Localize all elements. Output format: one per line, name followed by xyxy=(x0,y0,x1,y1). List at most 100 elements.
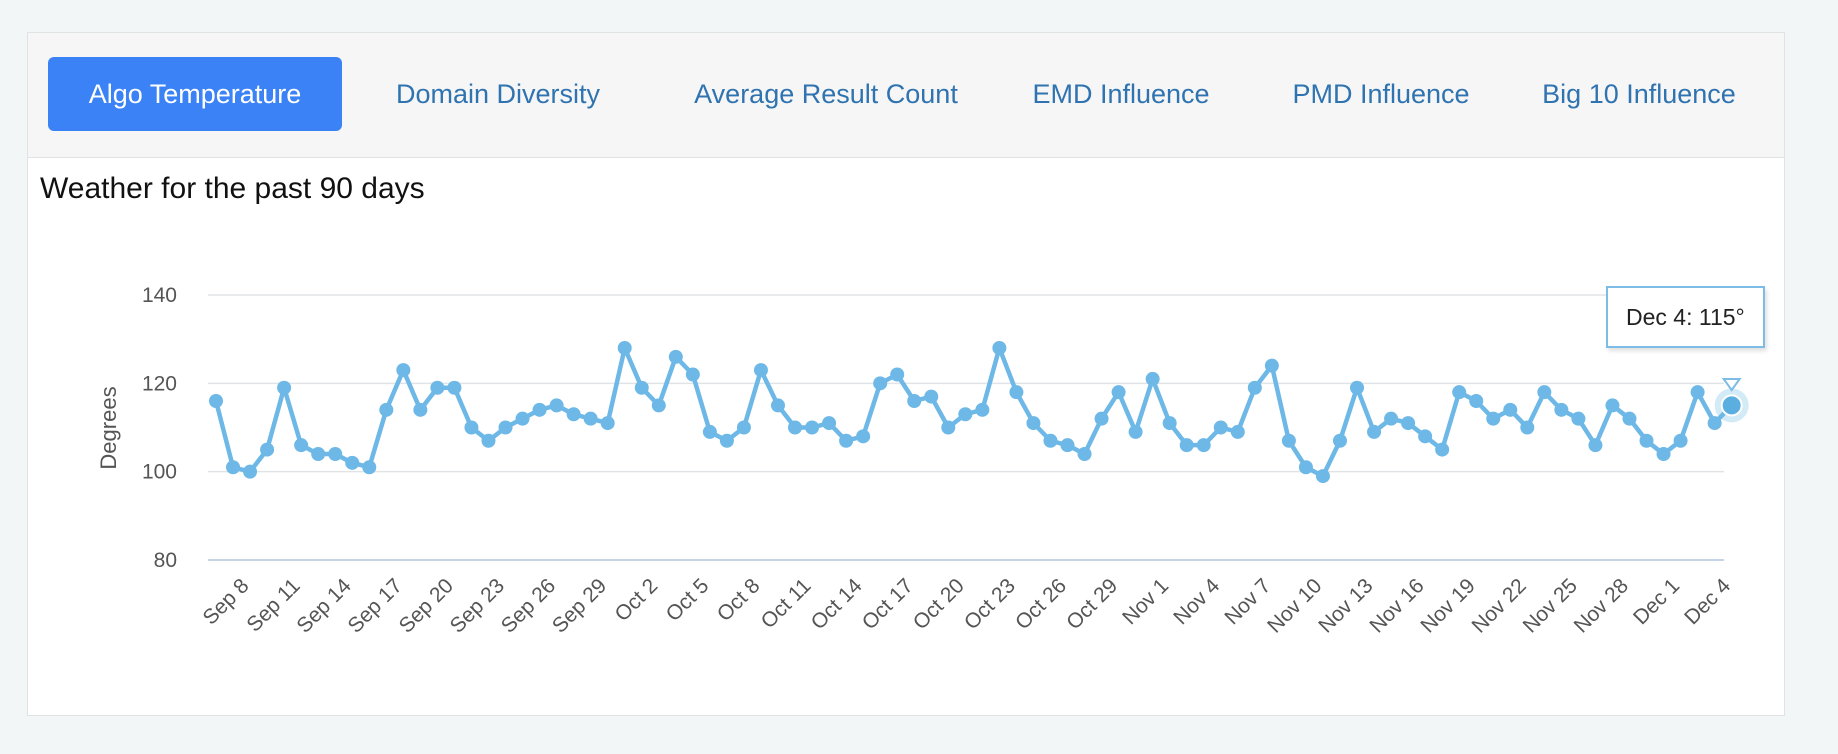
data-point[interactable] xyxy=(549,398,564,413)
data-point[interactable] xyxy=(941,420,956,435)
data-point[interactable] xyxy=(839,433,854,448)
data-point[interactable] xyxy=(617,341,632,355)
data-point[interactable] xyxy=(890,367,905,382)
data-point[interactable] xyxy=(1690,385,1705,400)
data-point[interactable] xyxy=(975,402,990,417)
data-point[interactable] xyxy=(379,402,394,417)
data-point[interactable] xyxy=(651,398,666,413)
tab-big-10-influence[interactable]: Big 10 Influence xyxy=(1542,79,1736,109)
data-point[interactable] xyxy=(311,447,326,461)
data-point[interactable] xyxy=(770,398,785,413)
data-point[interactable] xyxy=(1367,424,1382,439)
data-point[interactable] xyxy=(736,420,751,435)
data-point[interactable] xyxy=(345,455,360,470)
data-point[interactable] xyxy=(958,407,973,422)
highlighted-data-point[interactable] xyxy=(1720,394,1743,417)
data-point[interactable] xyxy=(1639,433,1654,448)
data-point[interactable] xyxy=(702,424,717,439)
data-point[interactable] xyxy=(260,442,275,457)
data-point[interactable] xyxy=(1281,433,1296,448)
x-tick-label: Sep 11 xyxy=(242,574,304,636)
data-point[interactable] xyxy=(1128,424,1143,439)
data-point[interactable] xyxy=(1009,385,1024,400)
data-point[interactable] xyxy=(788,420,803,435)
data-point[interactable] xyxy=(719,433,734,448)
data-point[interactable] xyxy=(600,416,615,431)
data-point[interactable] xyxy=(1350,380,1365,395)
data-point[interactable] xyxy=(907,394,922,408)
data-point[interactable] xyxy=(1179,438,1194,453)
data-point[interactable] xyxy=(1213,420,1228,435)
data-point[interactable] xyxy=(566,407,581,422)
data-point[interactable] xyxy=(1537,385,1552,400)
data-point[interactable] xyxy=(1588,438,1603,453)
data-point[interactable] xyxy=(1162,416,1177,431)
data-point[interactable] xyxy=(362,460,377,475)
data-point[interactable] xyxy=(1384,411,1399,426)
data-point[interactable] xyxy=(413,402,428,417)
data-point[interactable] xyxy=(1264,358,1279,373)
data-point[interactable] xyxy=(1298,460,1313,475)
data-point[interactable] xyxy=(1435,442,1450,457)
data-point[interactable] xyxy=(1026,416,1041,431)
data-point[interactable] xyxy=(992,341,1007,355)
data-point[interactable] xyxy=(924,389,939,404)
data-point[interactable] xyxy=(1673,433,1688,448)
data-point[interactable] xyxy=(1707,416,1722,431)
data-point[interactable] xyxy=(1571,411,1586,426)
data-point[interactable] xyxy=(1196,438,1211,453)
data-point[interactable] xyxy=(805,420,820,435)
data-point[interactable] xyxy=(328,447,343,461)
data-point[interactable] xyxy=(822,416,837,431)
data-point[interactable] xyxy=(1401,416,1416,431)
tab-average-result-count[interactable]: Average Result Count xyxy=(694,79,958,109)
tab-pmd-influence[interactable]: PMD Influence xyxy=(1292,79,1470,109)
data-point[interactable] xyxy=(1230,424,1245,439)
data-point[interactable] xyxy=(447,380,462,395)
data-point[interactable] xyxy=(243,464,258,479)
data-point[interactable] xyxy=(1332,433,1347,448)
data-point[interactable] xyxy=(1554,402,1569,417)
x-tick-label: Sep 17 xyxy=(344,574,407,637)
x-tick-label: Oct 26 xyxy=(1011,574,1071,634)
data-point[interactable] xyxy=(856,429,871,444)
data-point[interactable] xyxy=(1486,411,1501,426)
data-point[interactable] xyxy=(464,420,479,435)
data-point[interactable] xyxy=(685,367,700,382)
data-point[interactable] xyxy=(1315,469,1330,484)
x-tick-label: Nov 25 xyxy=(1519,574,1582,637)
data-point[interactable] xyxy=(753,363,768,378)
data-point[interactable] xyxy=(277,380,292,395)
data-point[interactable] xyxy=(1452,385,1467,400)
data-point[interactable] xyxy=(873,376,888,391)
data-point[interactable] xyxy=(498,420,513,435)
tab-emd-influence[interactable]: EMD Influence xyxy=(1032,79,1210,109)
data-point[interactable] xyxy=(1469,394,1484,408)
data-point[interactable] xyxy=(209,394,223,408)
data-point[interactable] xyxy=(481,433,496,448)
data-point[interactable] xyxy=(1503,402,1518,417)
data-point[interactable] xyxy=(396,363,411,378)
data-point[interactable] xyxy=(1247,380,1262,395)
data-point[interactable] xyxy=(294,438,309,453)
data-point[interactable] xyxy=(226,460,241,475)
data-point[interactable] xyxy=(1145,371,1160,386)
data-point[interactable] xyxy=(430,380,445,395)
tab-domain-diversity[interactable]: Domain Diversity xyxy=(395,79,601,109)
data-point[interactable] xyxy=(1605,398,1620,413)
data-point[interactable] xyxy=(634,380,649,395)
data-point[interactable] xyxy=(532,402,547,417)
data-point[interactable] xyxy=(1656,447,1671,461)
data-point[interactable] xyxy=(583,411,598,426)
data-point[interactable] xyxy=(1094,411,1109,426)
data-point[interactable] xyxy=(1111,385,1126,400)
data-point[interactable] xyxy=(1418,429,1433,444)
data-point[interactable] xyxy=(1060,438,1075,453)
tab-algo-temperature[interactable]: Algo Temperature xyxy=(48,57,342,131)
data-point[interactable] xyxy=(1520,420,1535,435)
data-point[interactable] xyxy=(1043,433,1058,448)
data-point[interactable] xyxy=(1622,411,1637,426)
data-point[interactable] xyxy=(1077,447,1092,461)
data-point[interactable] xyxy=(668,349,683,364)
data-point[interactable] xyxy=(515,411,530,426)
